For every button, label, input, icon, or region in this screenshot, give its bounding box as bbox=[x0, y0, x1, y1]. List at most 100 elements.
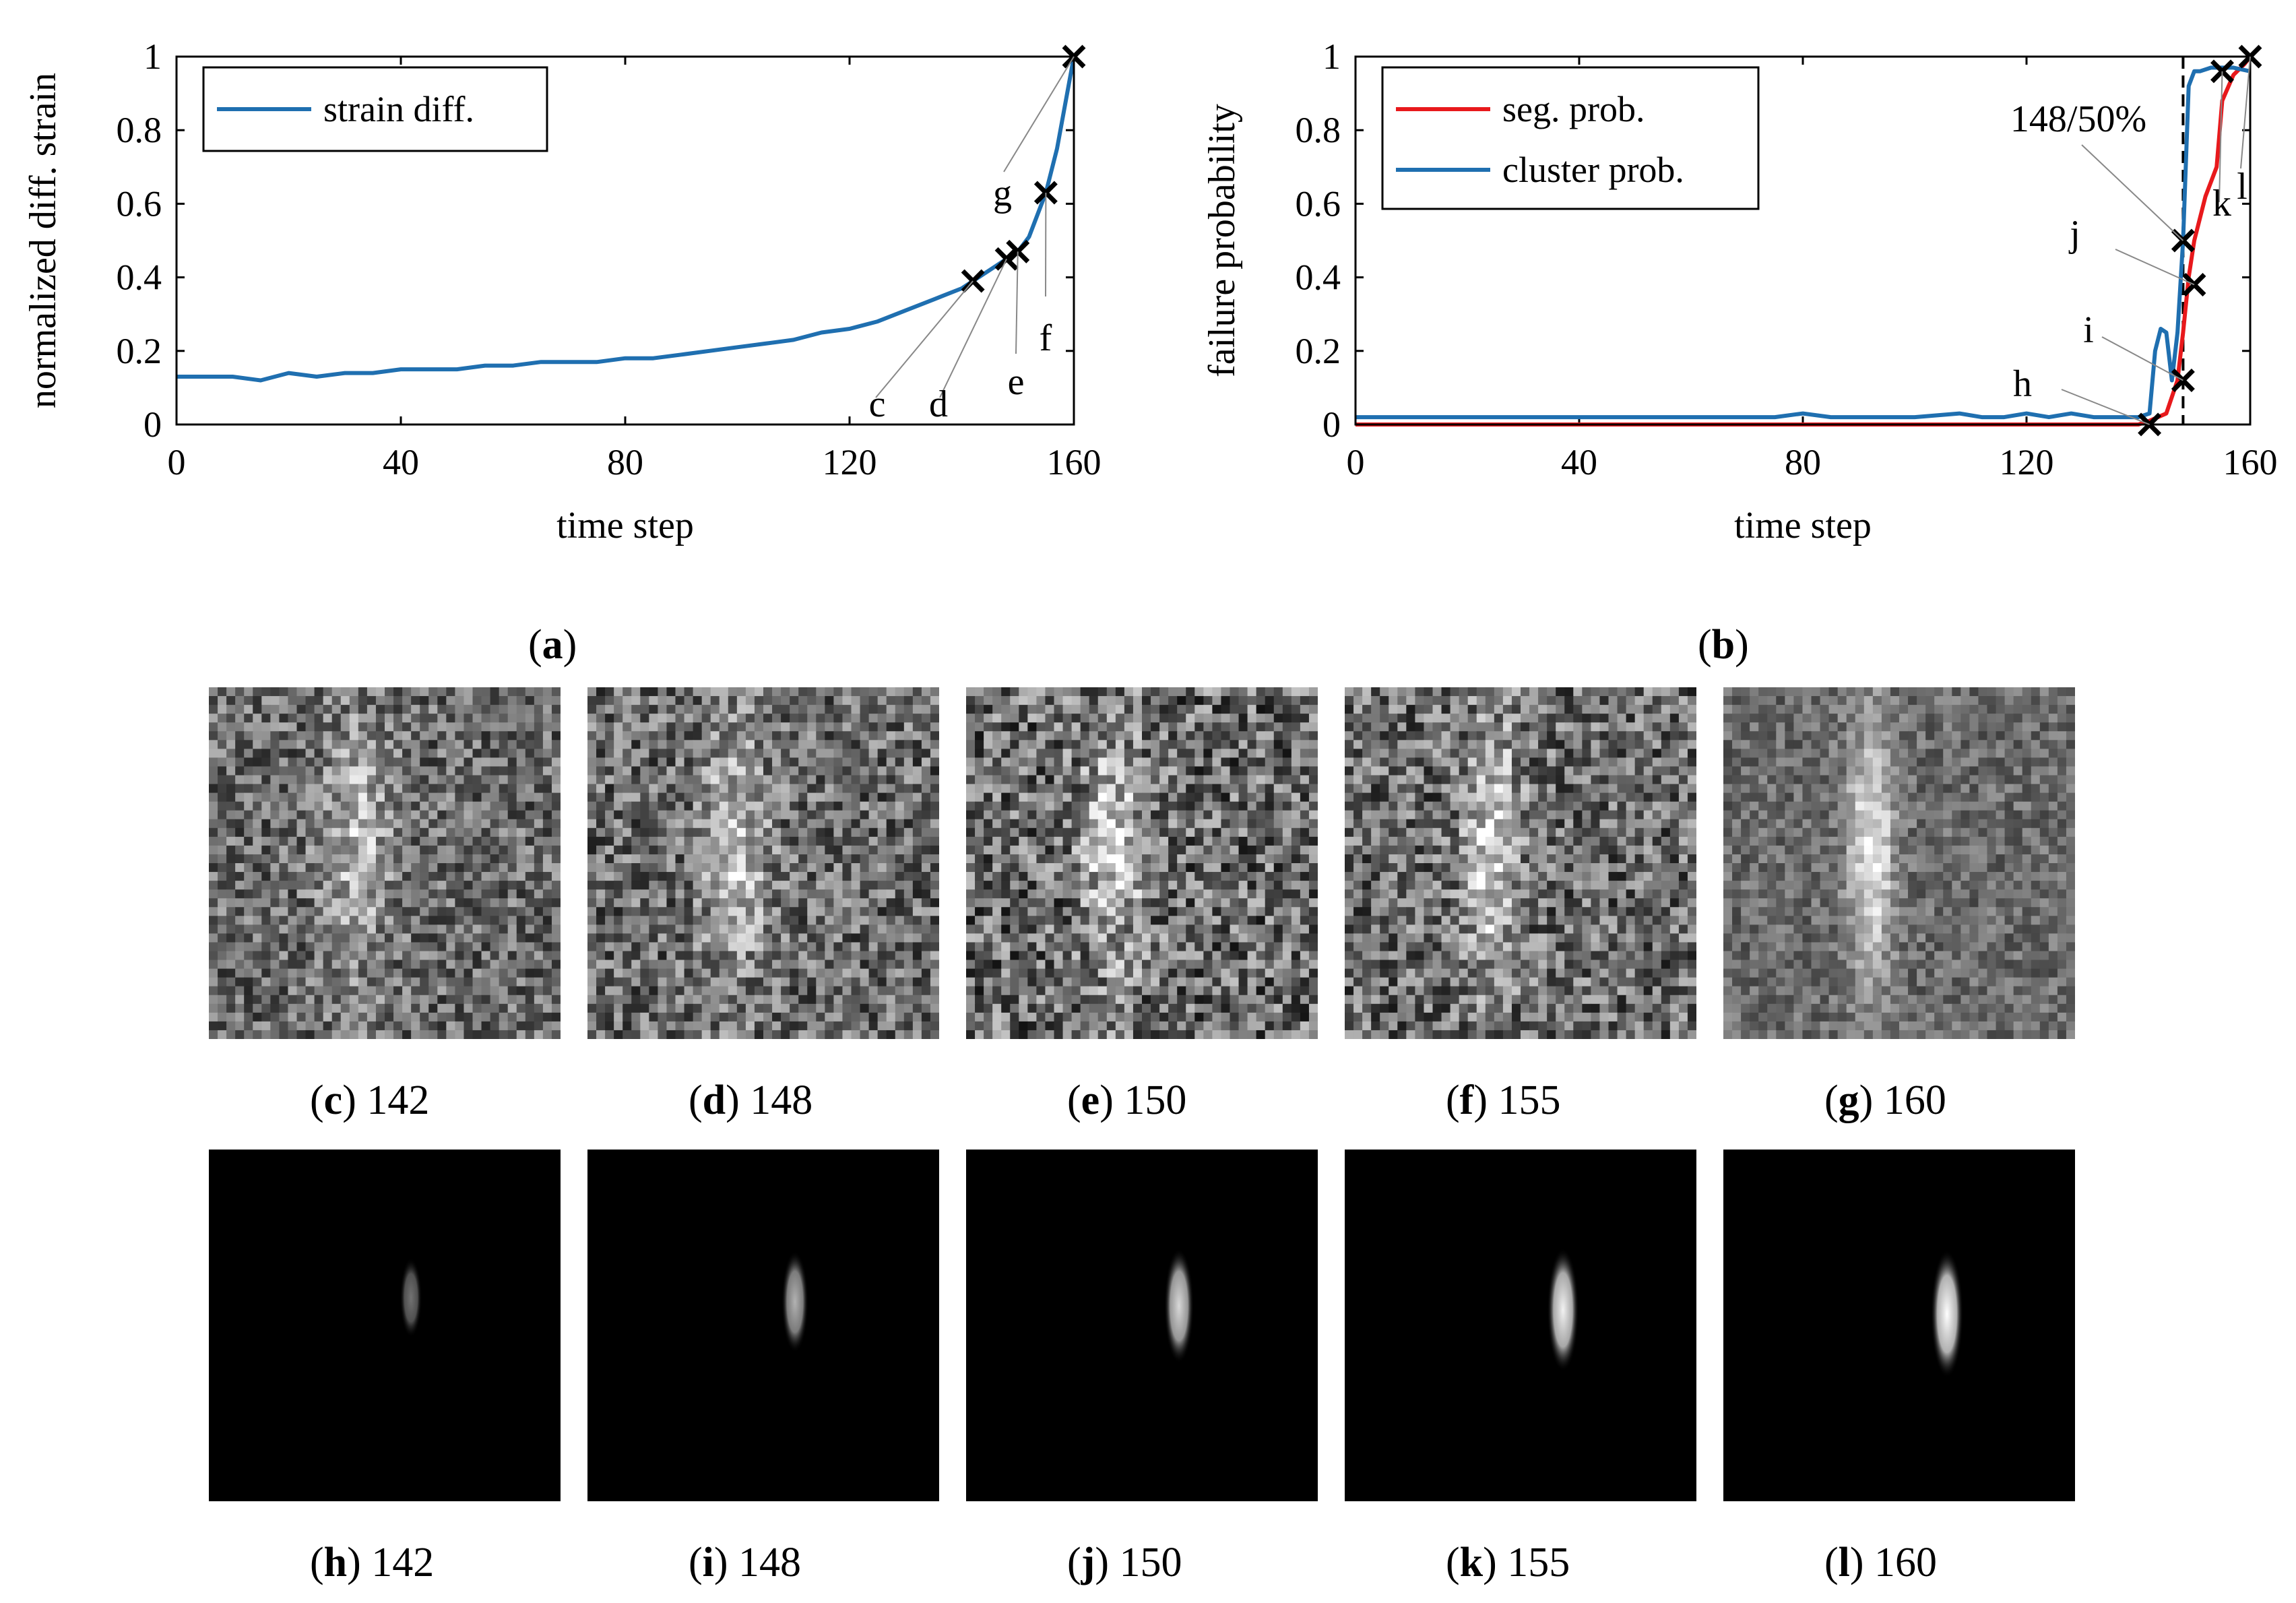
callout-label-l: l bbox=[2237, 166, 2247, 208]
y-tick-label: 0.8 bbox=[117, 110, 162, 150]
y-axis-label: normalized diff. strain bbox=[22, 73, 64, 408]
caption-step: 142 bbox=[366, 1077, 430, 1123]
series-line-cluster-prob- bbox=[1356, 65, 2251, 420]
caption-b: (b) bbox=[1698, 622, 1749, 668]
callout-label-threshold: 148/50% bbox=[2010, 98, 2146, 140]
callout-label-f: f bbox=[1040, 317, 1052, 359]
callout-line-l bbox=[2240, 56, 2251, 169]
caption-g: (g) 160 bbox=[1824, 1077, 1946, 1123]
callout-label-c: c bbox=[869, 383, 886, 425]
caption-letter: i bbox=[702, 1540, 714, 1585]
caption-step: 142 bbox=[371, 1540, 435, 1585]
caption-letter: j bbox=[1081, 1540, 1095, 1585]
probability-image-h bbox=[209, 1150, 561, 1501]
y-tick-label: 1 bbox=[144, 36, 162, 77]
caption-letter: d bbox=[702, 1077, 726, 1123]
caption-a: (a) bbox=[528, 622, 577, 668]
caption-l: (l) 160 bbox=[1824, 1540, 1938, 1585]
caption-letter: g bbox=[1838, 1077, 1859, 1123]
caption-step: 160 bbox=[1874, 1540, 1938, 1585]
x-tick-label: 160 bbox=[1047, 442, 1102, 482]
strain-image-e bbox=[966, 687, 1318, 1039]
y-tick-label: 0.2 bbox=[1296, 331, 1341, 371]
callout-label-k: k bbox=[2212, 183, 2231, 224]
x-tick-label: 120 bbox=[823, 442, 877, 482]
callout-label-j: j bbox=[2068, 213, 2080, 255]
marker-stroke bbox=[2138, 412, 2162, 437]
callout-line-e bbox=[1015, 251, 1019, 354]
y-tick-label: 0 bbox=[1322, 404, 1341, 445]
legend-label-cluster: cluster prob. bbox=[1502, 150, 1684, 190]
x-tick-label: 80 bbox=[1785, 442, 1821, 482]
legend-label-seg: seg. prob. bbox=[1502, 89, 1645, 129]
caption-letter: h bbox=[323, 1540, 348, 1585]
x-axis-label: time step bbox=[1734, 505, 1872, 546]
caption-f: (f) 155 bbox=[1446, 1077, 1561, 1123]
strain-image-g bbox=[1723, 687, 2075, 1039]
caption-letter: k bbox=[1459, 1540, 1484, 1585]
x-tick-label: 0 bbox=[1347, 442, 1365, 482]
caption-step: 150 bbox=[1119, 1540, 1182, 1585]
callout-label-e: e bbox=[1008, 361, 1025, 403]
y-tick-label: 0.6 bbox=[117, 183, 162, 224]
callout-line-h bbox=[2061, 389, 2150, 425]
probability-image-i bbox=[587, 1150, 939, 1501]
y-axis-label: failure probability bbox=[1201, 104, 1243, 377]
caption-c: (c) 142 bbox=[310, 1077, 430, 1123]
caption-i: (i) 148 bbox=[689, 1540, 802, 1585]
caption-step: 148 bbox=[750, 1077, 813, 1123]
callout-line-j bbox=[2115, 249, 2195, 286]
callout-line-c bbox=[875, 280, 974, 398]
caption-letter: e bbox=[1081, 1077, 1100, 1123]
caption-step: 148 bbox=[738, 1540, 802, 1585]
caption-letter: c bbox=[323, 1077, 343, 1123]
probability-image-l bbox=[1723, 1150, 2075, 1501]
x-tick-label: 40 bbox=[1561, 442, 1597, 482]
strain-image-c bbox=[209, 687, 561, 1039]
y-tick-label: 0.4 bbox=[1296, 257, 1341, 298]
caption-letter: l bbox=[1838, 1540, 1850, 1585]
y-tick-label: 0.4 bbox=[117, 257, 162, 298]
x-tick-label: 40 bbox=[383, 442, 419, 482]
plot-frame bbox=[1354, 55, 2252, 426]
callout-line-d bbox=[939, 258, 1008, 398]
plot-frame bbox=[175, 55, 1075, 426]
y-tick-label: 0.6 bbox=[1296, 183, 1341, 224]
caption-h: (h) 142 bbox=[310, 1540, 435, 1585]
caption-e: (e) 150 bbox=[1067, 1077, 1187, 1123]
marker-h bbox=[2138, 412, 2162, 437]
probability-image-k bbox=[1345, 1150, 1696, 1501]
x-tick-label: 120 bbox=[2000, 442, 2054, 482]
strain-image-f bbox=[1345, 687, 1696, 1039]
chart-a: 0 40 80 120 160 0 0.2 0.4 0.6 0.8 1 time step normal… bbox=[22, 36, 1102, 546]
caption-j: (j) 150 bbox=[1067, 1540, 1182, 1585]
caption-step: 150 bbox=[1124, 1077, 1187, 1123]
callout-label-h: h bbox=[2013, 363, 2032, 405]
callout-line-threshold bbox=[2081, 144, 2184, 241]
caption-step: 155 bbox=[1507, 1540, 1570, 1585]
y-tick-label: 1 bbox=[1322, 36, 1341, 77]
y-tick-label: 0.2 bbox=[117, 331, 162, 371]
legend-label-strain: strain diff. bbox=[323, 89, 474, 129]
probability-image-j bbox=[966, 1150, 1318, 1501]
x-tick-label: 160 bbox=[2223, 442, 2278, 482]
caption-letter: f bbox=[1459, 1077, 1474, 1123]
chart-b: 0 40 80 120 160 0 0.2 0.4 0.6 0.8 1 time step failur… bbox=[1201, 36, 2278, 546]
caption-step: 155 bbox=[1498, 1077, 1561, 1123]
callout-label-g: g bbox=[993, 172, 1012, 214]
x-tick-label: 80 bbox=[607, 442, 643, 482]
callout-line-g bbox=[1003, 56, 1075, 172]
caption-d: (d) 148 bbox=[689, 1077, 813, 1123]
callout-label-d: d bbox=[929, 383, 948, 425]
series-line-strain-diff- bbox=[177, 56, 1076, 383]
x-tick-label: 0 bbox=[168, 442, 186, 482]
y-tick-label: 0.8 bbox=[1296, 110, 1341, 150]
caption-step: 160 bbox=[1883, 1077, 1946, 1123]
x-axis-label: time step bbox=[556, 505, 694, 546]
callout-label-i: i bbox=[2083, 309, 2094, 351]
callout-line-k bbox=[2219, 71, 2223, 203]
strain-image-d bbox=[587, 687, 939, 1039]
legend-box bbox=[1381, 66, 1760, 210]
caption-k: (k) 155 bbox=[1446, 1540, 1570, 1585]
